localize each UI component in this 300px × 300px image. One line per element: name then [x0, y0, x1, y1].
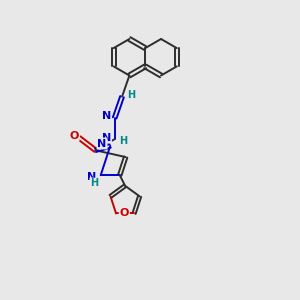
- Text: H: H: [119, 136, 127, 146]
- Text: N: N: [98, 139, 106, 148]
- Text: H: H: [127, 90, 135, 100]
- Text: N: N: [87, 172, 96, 182]
- Text: N: N: [102, 110, 111, 121]
- Text: O: O: [120, 208, 129, 218]
- Text: O: O: [69, 130, 79, 141]
- Text: N: N: [102, 133, 111, 142]
- Text: H: H: [90, 178, 98, 188]
